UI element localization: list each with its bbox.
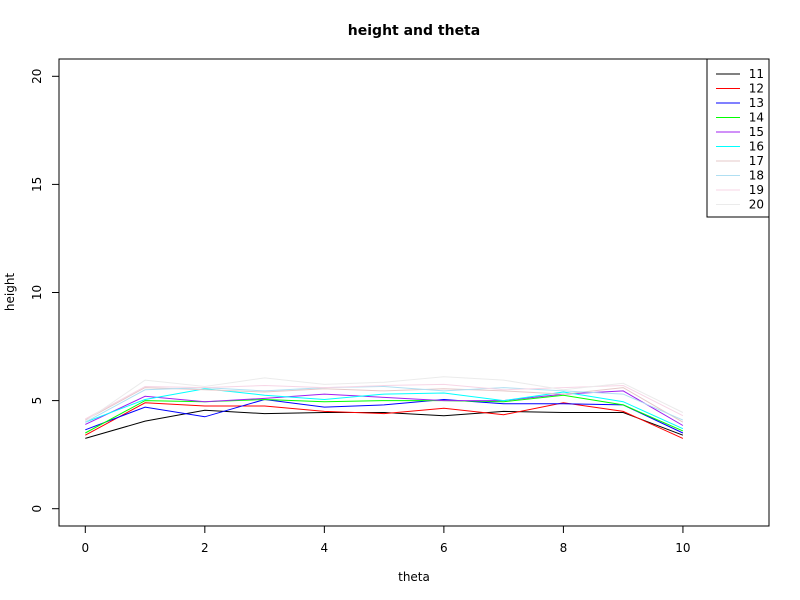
y-tick-label: 15 <box>30 177 44 192</box>
plot-frame <box>58 58 770 527</box>
series-line-11 <box>85 409 684 439</box>
legend-label-20: 20 <box>749 198 764 212</box>
series-line-16 <box>85 388 684 430</box>
x-axis-label: theta <box>398 570 430 584</box>
legend-label-12: 12 <box>749 82 764 96</box>
x-tick-label: 0 <box>81 541 89 555</box>
y-axis-label: height <box>3 273 17 312</box>
x-tick-label: 10 <box>675 541 690 555</box>
y-tick-label: 10 <box>30 285 44 300</box>
y-tick-label: 20 <box>30 69 44 84</box>
legend-label-19: 19 <box>749 183 764 197</box>
legend-label-14: 14 <box>749 111 764 125</box>
legend-label-15: 15 <box>749 125 764 139</box>
chart-title: height and theta <box>348 23 480 39</box>
x-tick-label: 2 <box>201 541 209 555</box>
series-lines <box>85 376 684 439</box>
series-line-13 <box>85 398 684 434</box>
legend-label-17: 17 <box>749 154 764 168</box>
series-line-14 <box>85 394 684 434</box>
x-axis: 0 2 4 6 8 10 <box>81 525 691 555</box>
legend-box <box>706 58 770 218</box>
legend-label-18: 18 <box>749 169 764 183</box>
series-line-19 <box>85 383 684 420</box>
y-tick-label: 5 <box>30 397 44 405</box>
legend-label-13: 13 <box>749 96 764 110</box>
series-line-15 <box>85 390 684 426</box>
series-line-18 <box>85 385 684 423</box>
series-line-20 <box>85 376 684 422</box>
series-line-12 <box>85 402 684 439</box>
y-tick-label: 0 <box>30 505 44 513</box>
x-tick-label: 8 <box>560 541 568 555</box>
legend-label-16: 16 <box>749 140 764 154</box>
x-tick-label: 6 <box>440 541 448 555</box>
x-tick-label: 4 <box>321 541 329 555</box>
legend-label-11: 11 <box>749 67 764 81</box>
y-axis: 0 5 10 15 20 <box>30 69 60 513</box>
